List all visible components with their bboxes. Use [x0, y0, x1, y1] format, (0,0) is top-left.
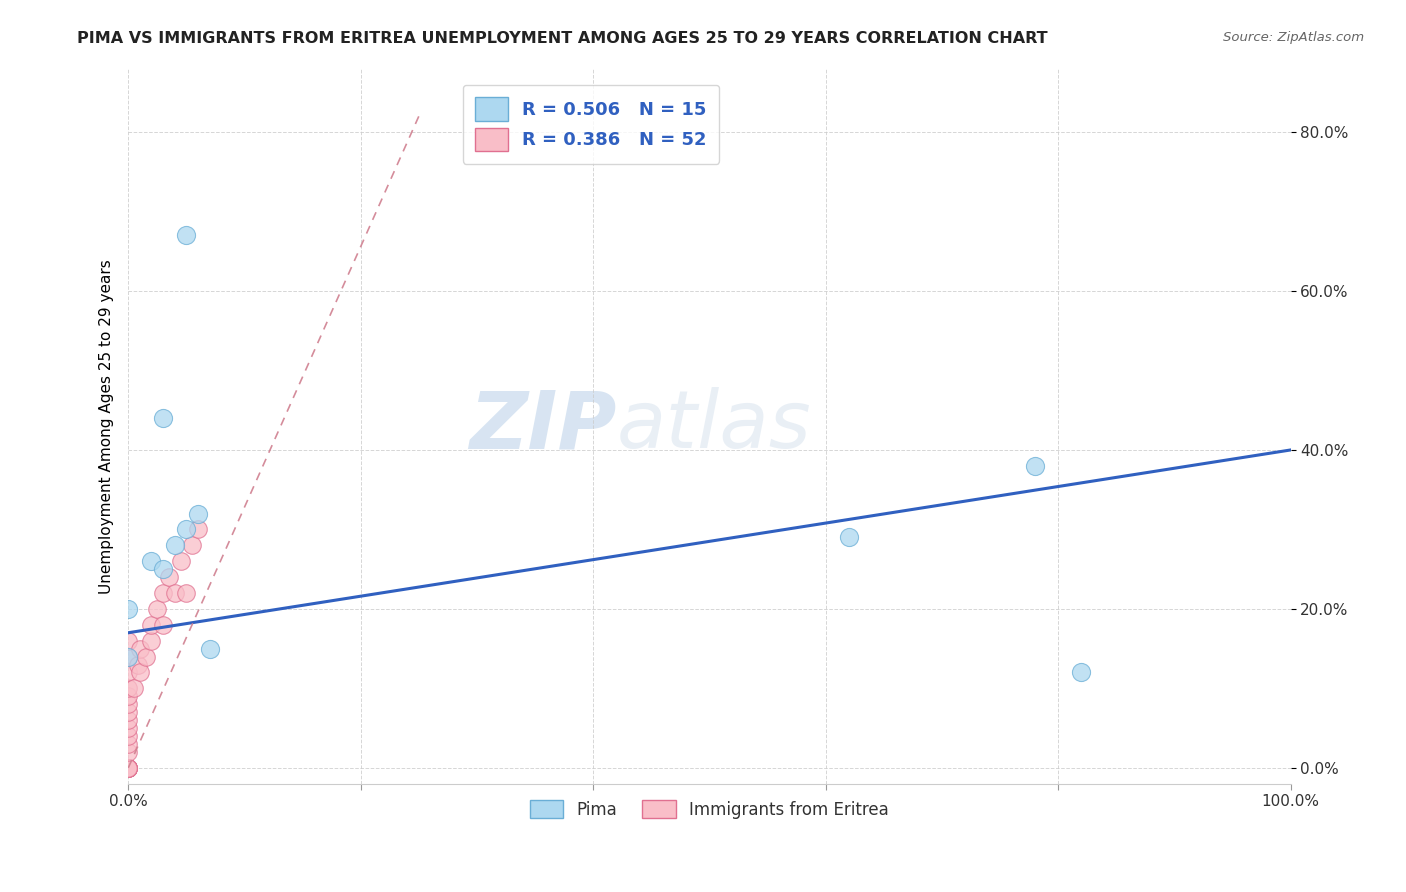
- Point: [141, 554, 163, 568]
- Point: [117, 602, 139, 616]
- Point: [152, 586, 174, 600]
- Point: [117, 665, 139, 680]
- Text: PIMA VS IMMIGRANTS FROM ERITREA UNEMPLOYMENT AMONG AGES 25 TO 29 YEARS CORRELATI: PIMA VS IMMIGRANTS FROM ERITREA UNEMPLOY…: [77, 31, 1047, 46]
- Point: [117, 649, 139, 664]
- Point: [117, 698, 139, 712]
- Point: [117, 761, 139, 775]
- Point: [122, 681, 145, 696]
- Point: [117, 761, 139, 775]
- Point: [117, 761, 139, 775]
- Point: [187, 523, 209, 537]
- Point: [141, 617, 163, 632]
- Point: [117, 681, 139, 696]
- Point: [198, 641, 221, 656]
- Point: [176, 523, 198, 537]
- Legend: Pima, Immigrants from Eritrea: Pima, Immigrants from Eritrea: [523, 794, 896, 825]
- Point: [163, 586, 186, 600]
- Point: [169, 554, 191, 568]
- Point: [127, 657, 149, 672]
- Point: [117, 745, 139, 759]
- Point: [152, 617, 174, 632]
- Point: [141, 633, 163, 648]
- Point: [187, 507, 209, 521]
- Point: [117, 761, 139, 775]
- Text: Source: ZipAtlas.com: Source: ZipAtlas.com: [1223, 31, 1364, 45]
- Point: [157, 570, 180, 584]
- Point: [146, 602, 169, 616]
- Point: [117, 761, 139, 775]
- Point: [163, 538, 186, 552]
- Point: [135, 649, 157, 664]
- Point: [128, 665, 150, 680]
- Point: [181, 538, 204, 552]
- Point: [152, 562, 174, 576]
- Point: [117, 649, 139, 664]
- Y-axis label: Unemployment Among Ages 25 to 29 years: Unemployment Among Ages 25 to 29 years: [100, 259, 114, 593]
- Point: [117, 737, 139, 751]
- Point: [176, 228, 198, 243]
- Point: [117, 729, 139, 743]
- Point: [117, 633, 139, 648]
- Point: [1024, 458, 1046, 473]
- Point: [117, 761, 139, 775]
- Point: [1070, 665, 1092, 680]
- Text: ZIP: ZIP: [470, 387, 616, 465]
- Point: [117, 690, 139, 704]
- Point: [128, 641, 150, 656]
- Point: [117, 761, 139, 775]
- Text: atlas: atlas: [616, 387, 811, 465]
- Point: [838, 530, 860, 544]
- Point: [117, 705, 139, 719]
- Point: [152, 411, 174, 425]
- Point: [117, 721, 139, 735]
- Point: [176, 586, 198, 600]
- Point: [117, 761, 139, 775]
- Point: [117, 713, 139, 727]
